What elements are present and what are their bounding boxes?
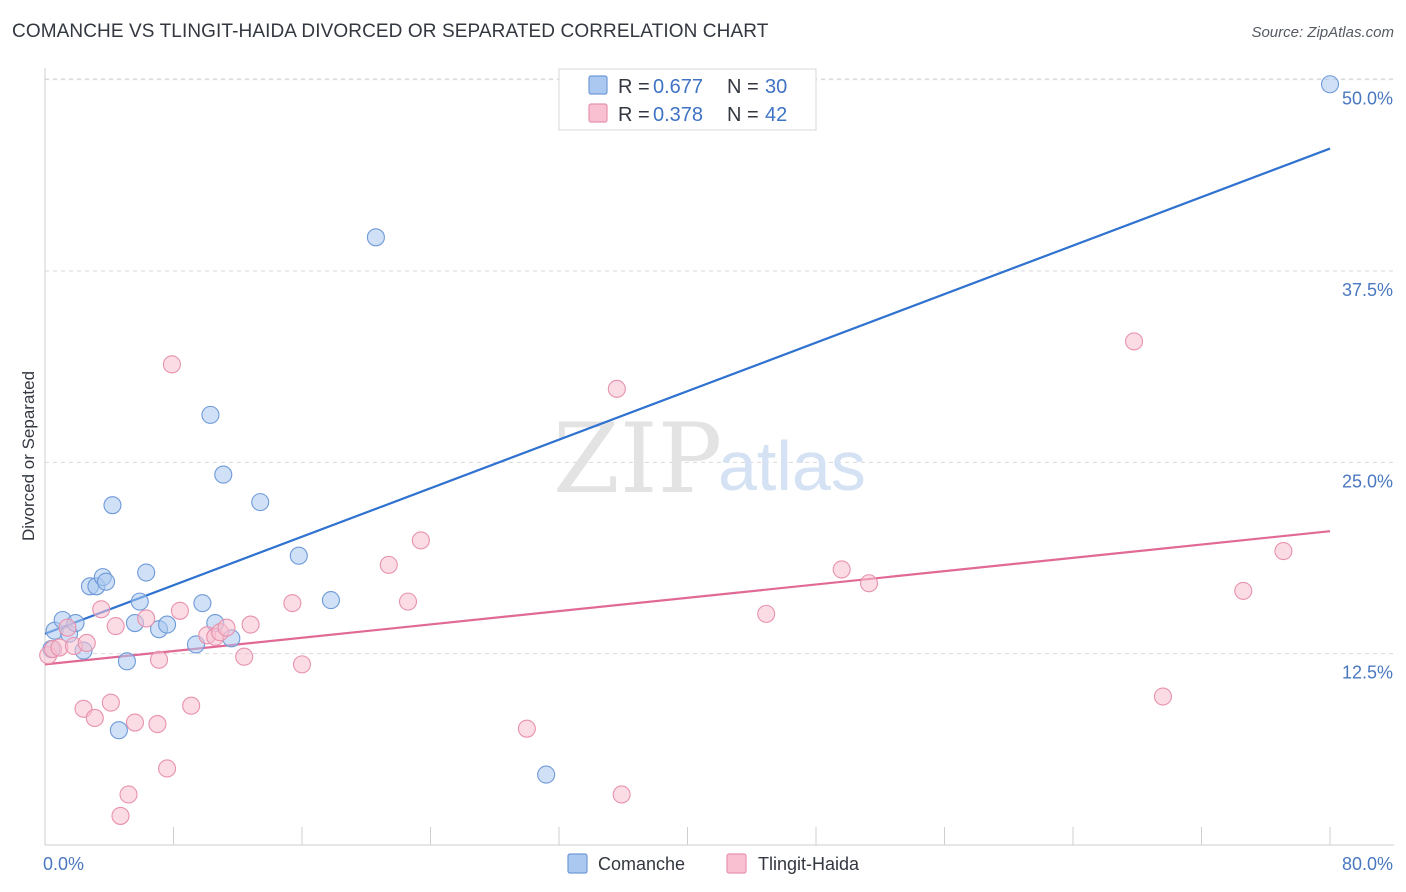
point-tlingit-haida-18: [162, 355, 181, 374]
trend-lines: [44, 147, 1331, 666]
legend-r-value-tlingit-haida: 0.378: [653, 104, 703, 126]
point-tlingit-haida-37: [859, 574, 879, 593]
point-comanche-24: [251, 493, 270, 512]
y-tick-labels: 12.5% 25.0% 37.5% 50.0%: [1342, 89, 1393, 683]
watermark: ZIP atlas: [553, 403, 866, 515]
point-tlingit-haida-16: [149, 650, 169, 669]
point-tlingit-haida-7: [85, 708, 104, 728]
y-axis-title: Divorced or Separated: [19, 371, 38, 541]
point-tlingit-haida-14: [137, 609, 156, 628]
watermark-zip: ZIP: [553, 403, 722, 515]
point-comanche-20: [201, 405, 220, 424]
point-tlingit-haida-32: [517, 719, 536, 738]
chart-title: COMANCHE VS TLINGIT-HAIDA DIVORCED OR SE…: [12, 21, 769, 42]
point-comanche-27: [366, 228, 385, 247]
point-tlingit-haida-41: [1274, 542, 1293, 561]
legend-n-label-tlingit-haida: N =: [727, 104, 759, 126]
x-tick-label-0: 0.0%: [43, 854, 84, 874]
point-tlingit-haida-38: [1124, 332, 1144, 351]
y-tick-label-3: 50.0%: [1342, 89, 1393, 109]
point-tlingit-haida-28: [292, 655, 312, 674]
y-tick-label-2: 37.5%: [1342, 280, 1393, 300]
point-tlingit-haida-17: [158, 759, 177, 778]
point-comanche-9: [96, 572, 116, 591]
bottom-legend: Comanche Tlingit-Haida: [567, 853, 860, 874]
bottom-legend-label-tlingit-haida: Tlingit-Haida: [758, 854, 860, 874]
point-tlingit-haida-12: [119, 785, 138, 804]
source-label: Source: ZipAtlas.com: [1251, 24, 1394, 41]
point-comanche-26: [321, 591, 340, 610]
watermark-atlas: atlas: [718, 427, 866, 505]
point-tlingit-haida-9: [101, 693, 120, 712]
legend-swatch-comanche: [588, 75, 608, 95]
legend-r-value-comanche: 0.677: [653, 76, 703, 98]
point-tlingit-haida-39: [1153, 687, 1172, 706]
point-tlingit-haida-3: [58, 618, 77, 637]
trend-line-comanche: [44, 147, 1331, 635]
point-tlingit-haida-36: [832, 560, 851, 579]
point-tlingit-haida-40: [1234, 581, 1253, 600]
bottom-legend-swatch-comanche: [567, 853, 588, 874]
point-tlingit-haida-6: [77, 633, 96, 652]
point-comanche-12: [117, 652, 136, 671]
legend-swatch-tlingit-haida: [588, 103, 608, 123]
point-comanche-29: [1320, 75, 1340, 94]
point-tlingit-haida-29: [379, 555, 398, 574]
data-points: [39, 75, 1340, 825]
point-comanche-19: [193, 594, 212, 613]
point-comanche-11: [109, 721, 128, 740]
point-tlingit-haida-34: [612, 785, 631, 804]
legend-r-label-tlingit-haida: R =: [618, 104, 650, 126]
legend: R = 0.677 N = 30 R = 0.378 N = 42: [558, 68, 817, 131]
point-comanche-28: [537, 765, 556, 784]
x-tick-labels: 0.0% 80.0%: [43, 854, 1393, 874]
trend-line-tlingit-haida: [44, 530, 1331, 666]
point-tlingit-haida-31: [411, 531, 430, 550]
bottom-legend-swatch-tlingit-haida: [726, 853, 747, 874]
point-tlingit-haida-8: [92, 600, 111, 619]
point-tlingit-haida-26: [241, 615, 260, 634]
point-tlingit-haida-25: [235, 647, 254, 666]
point-comanche-15: [137, 563, 156, 582]
y-tick-label-1: 25.0%: [1342, 471, 1393, 491]
gridlines: [45, 78, 1394, 655]
legend-n-label-comanche: N =: [727, 76, 759, 98]
point-comanche-22: [214, 465, 233, 484]
x-tick-label-1: 80.0%: [1342, 854, 1393, 874]
point-comanche-17: [158, 615, 177, 634]
legend-n-value-tlingit-haida: 42: [765, 104, 787, 126]
point-tlingit-haida-19: [170, 601, 189, 620]
point-tlingit-haida-33: [607, 379, 626, 398]
axes: [44, 68, 1394, 846]
point-comanche-10: [103, 496, 122, 515]
point-tlingit-haida-30: [398, 592, 418, 611]
point-tlingit-haida-20: [182, 696, 201, 715]
point-comanche-14: [130, 592, 149, 611]
point-tlingit-haida-27: [283, 594, 302, 613]
legend-n-value-comanche: 30: [765, 76, 787, 98]
point-tlingit-haida-13: [125, 713, 144, 732]
legend-r-label-comanche: R =: [618, 76, 650, 98]
y-tick-label-0: 12.5%: [1342, 663, 1393, 683]
point-comanche-25: [289, 546, 308, 565]
bottom-legend-label-comanche: Comanche: [598, 854, 685, 874]
point-tlingit-haida-35: [757, 604, 776, 623]
point-tlingit-haida-15: [148, 715, 167, 734]
point-tlingit-haida-10: [106, 617, 125, 636]
point-tlingit-haida-11: [111, 806, 130, 825]
point-tlingit-haida-24: [217, 618, 236, 637]
